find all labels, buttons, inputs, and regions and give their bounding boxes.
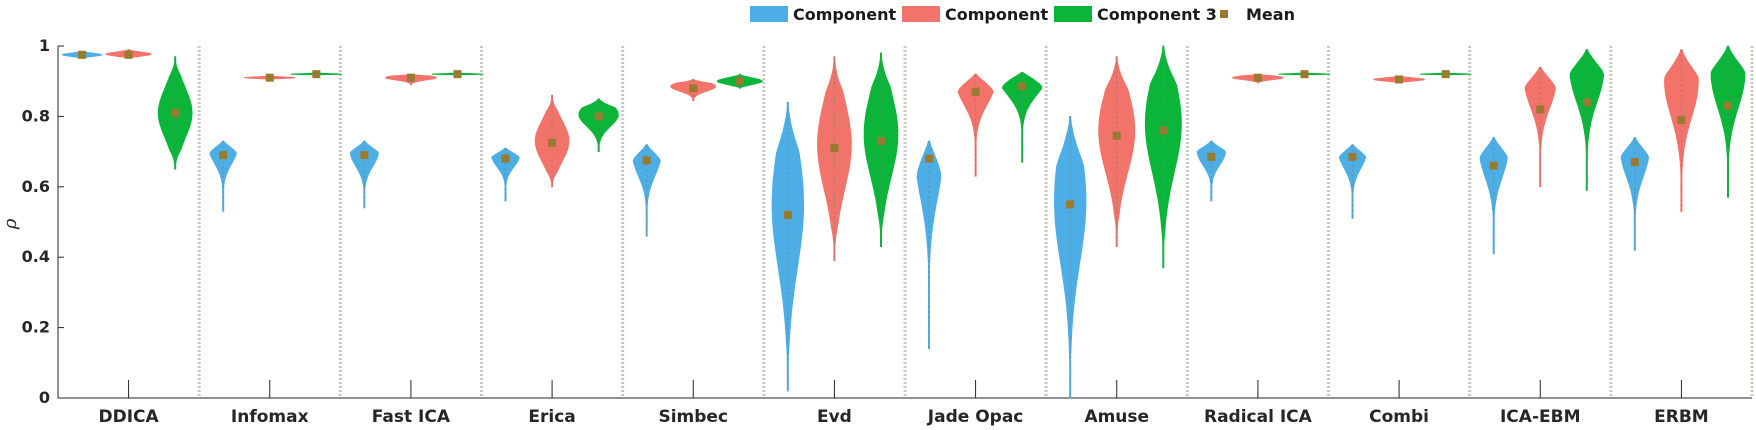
y-tick-label: 0.8 xyxy=(22,106,50,125)
mean-marker xyxy=(1348,152,1357,161)
legend-label: Component 3 xyxy=(1097,5,1217,24)
legend-label: Component 1 xyxy=(793,5,913,24)
mean-marker xyxy=(594,112,603,121)
x-tick-label: Evd xyxy=(817,407,852,427)
violin-component-2 xyxy=(1524,66,1556,188)
legend-swatch xyxy=(1054,6,1092,22)
mean-marker xyxy=(360,151,369,160)
mean-marker xyxy=(1159,126,1168,135)
y-tick-label: 0.4 xyxy=(22,247,50,266)
mean-marker xyxy=(265,73,274,82)
mean-marker xyxy=(501,154,510,163)
mean-marker xyxy=(689,84,698,93)
mean-marker xyxy=(1630,158,1639,167)
mean-marker xyxy=(1582,98,1591,107)
violin-component-3 xyxy=(1001,72,1043,163)
violin-component-1 xyxy=(916,140,942,350)
y-tick-label: 0 xyxy=(39,388,50,407)
x-tick-label: Amuse xyxy=(1084,407,1149,427)
mean-marker xyxy=(971,87,980,96)
x-tick-label: Radical ICA xyxy=(1204,407,1313,427)
mean-marker xyxy=(1018,82,1027,91)
violin-component-1 xyxy=(1196,140,1226,202)
mean-marker xyxy=(1536,105,1545,114)
y-tick-label: 0.6 xyxy=(22,177,50,196)
mean-marker xyxy=(1112,131,1121,140)
legend-swatch xyxy=(750,6,788,22)
y-tick-label: 1 xyxy=(39,36,50,55)
mean-marker xyxy=(1677,115,1686,124)
legend-swatch xyxy=(902,6,940,22)
mean-marker xyxy=(312,70,321,79)
mean-marker xyxy=(1489,161,1498,170)
x-tick-label: DDICA xyxy=(98,407,159,427)
plot-area: 0 0.2 0.4 0.6 0.8 1 DDICA Infomax Fast ICA Erica S… xyxy=(22,36,1754,427)
x-tick-label: Erica xyxy=(528,407,575,427)
violin-component-1 xyxy=(771,101,804,392)
mean-marker xyxy=(124,50,133,59)
legend-mean-swatch xyxy=(1220,10,1228,18)
violin-component-1 xyxy=(349,140,379,209)
violin-component-2 xyxy=(817,56,852,262)
mean-marker xyxy=(1724,101,1733,110)
legend-label: Mean xyxy=(1246,5,1295,24)
mean-marker xyxy=(830,144,839,153)
x-tick-label: Infomax xyxy=(231,407,309,427)
legend-label: Component 2 xyxy=(945,5,1065,24)
mean-marker xyxy=(877,137,886,146)
mean-marker xyxy=(1253,73,1262,82)
x-tick-label: Simbec xyxy=(658,407,728,427)
x-tick-label: Fast ICA xyxy=(372,407,451,427)
y-axis-label: ρ xyxy=(0,218,21,230)
mean-marker xyxy=(783,210,792,219)
mean-marker xyxy=(642,156,651,165)
mean-marker xyxy=(735,77,744,86)
x-tick-label: ERBM xyxy=(1654,407,1709,427)
mean-marker xyxy=(453,70,462,79)
x-tick-label: Jade Opac xyxy=(927,407,1024,427)
y-tick-label: 0.2 xyxy=(22,318,50,337)
mean-marker xyxy=(171,108,180,117)
mean-marker xyxy=(924,154,933,163)
mean-marker xyxy=(77,50,86,59)
mean-marker xyxy=(1207,152,1216,161)
mean-marker xyxy=(1066,200,1075,209)
legend: Component 1 Component 2 Component 3 Mean xyxy=(750,5,1295,24)
x-tick-label: ICA-EBM xyxy=(1500,407,1581,427)
mean-marker xyxy=(1441,70,1450,79)
mean-marker xyxy=(548,138,557,147)
mean-marker xyxy=(1300,70,1309,79)
mean-marker xyxy=(1395,75,1404,84)
mean-marker xyxy=(406,73,415,82)
x-tick-label: Combi xyxy=(1369,407,1429,427)
violin-component-1 xyxy=(1479,137,1508,255)
mean-marker xyxy=(219,151,228,160)
